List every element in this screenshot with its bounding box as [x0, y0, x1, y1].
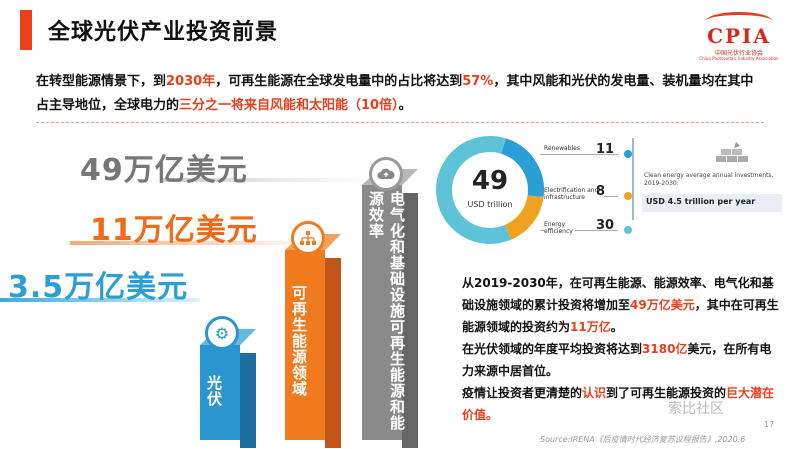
cpia-logo: CPIA 中国光伏行业协会 China Photovoltaic Industr…: [696, 12, 782, 61]
slide-title: 全球光伏产业投资前景: [48, 20, 279, 45]
body-text: 疫情让投资者更清楚的: [462, 386, 583, 400]
body-highlight: 11万亿: [570, 320, 611, 334]
intro-third: 三分之一将来自风能和太阳能（10倍）: [179, 98, 399, 113]
intro-text-4: 。: [398, 98, 412, 113]
cloud-glyph: [377, 168, 395, 179]
sun-arc-icon: [706, 12, 772, 30]
logo-mark: CPIA: [707, 24, 771, 48]
network-icon: [291, 221, 325, 255]
watermark: 索比社区: [668, 401, 724, 417]
amount-3-5: 3.5万亿美元: [8, 270, 189, 305]
brick-stack-icon: [716, 142, 748, 162]
source-note: Source:IRENA《后疫情时代经济复苏议程报告》,2020.6: [540, 435, 746, 444]
segment-dot: [624, 226, 632, 234]
segment-value: 11: [596, 142, 615, 157]
bar-pv-label: 光伏: [205, 375, 223, 407]
page-number: 17: [764, 420, 775, 429]
amount-underline-blue: [0, 298, 200, 302]
bar-renewables-side: [325, 258, 341, 448]
segment-name: Electrification and infrastructure: [544, 187, 604, 201]
donut-svg: [436, 136, 544, 244]
dashed-separator: [36, 122, 764, 123]
bar-all-sectors-front: [362, 185, 402, 440]
segment-dot: [624, 150, 632, 158]
intro-paragraph: 在转型能源情景下，到2030年，可再生能源在全球发电量中的占比将达到57%，其中…: [36, 70, 756, 118]
bar-all-sectors-label: 电气化和基础设施可再生能源和能源效率: [367, 191, 406, 431]
segment-value: 30: [596, 218, 615, 233]
body-paragraph-1: 从2019-2030年，在可再生能源、能源效率、电气化和基础设施领域的累计投资将…: [462, 272, 780, 338]
body-text: 在光伏领域的年度平均投资将达到: [462, 342, 643, 356]
bar-renewables-label: 可再生能源领域: [290, 285, 308, 397]
donut-slice-1: [504, 194, 544, 240]
donut-total: 49: [471, 166, 509, 196]
body-paragraph-3: 疫情让投资者更清楚的认识到了可再生能源投资的巨大潜在价值。: [462, 382, 780, 426]
clean-energy-text: Clean energy average annual investments,…: [644, 172, 774, 187]
amount-underline-orange: [70, 241, 300, 245]
amount-11: 11万亿美元: [90, 213, 258, 248]
investment-donut: 49 USD trillion: [430, 130, 550, 250]
segment-name: Energy efficiency: [544, 221, 575, 235]
bar-pv-side: [240, 353, 256, 448]
body-paragraph-2: 在光伏领域的年度平均投资将达到3180亿美元，在所有电力来源中居首位。: [462, 338, 780, 382]
network-glyph: [300, 231, 316, 245]
logo-subtitle: China Photovoltaic Industry Association: [699, 56, 779, 61]
body-text: ，其中在可再生能源领域的投资约为: [462, 298, 779, 334]
bar-all-sectors-side: [402, 193, 418, 448]
title-accent-bar: [20, 10, 32, 50]
clean-energy-value: USD 4.5 trillion per year: [642, 194, 782, 212]
segment-leader-line: [540, 230, 618, 231]
body-text: 。: [610, 320, 623, 334]
amount-49: 49万亿美元: [80, 153, 248, 188]
body-highlight: 49万亿美元: [630, 298, 695, 312]
segment-name: Renewables: [544, 145, 582, 152]
body-paragraphs: 从2019-2030年，在可再生能源、能源效率、电气化和基础设施领域的累计投资将…: [462, 272, 780, 426]
amount-underline-gray: [160, 178, 370, 182]
segment-leader-line: [540, 154, 618, 155]
segment-value: 8: [596, 184, 606, 199]
intro-text-1: 在转型能源情景下，到: [36, 74, 167, 89]
bar-renewables: 可再生能源领域: [285, 234, 341, 448]
body-text: 从2019-2030年，在可再生能源、能源效率、电气化和基础设施领域的累计投资将…: [462, 276, 774, 312]
segment-dot: [624, 192, 632, 200]
bar-pv: 光伏: [200, 329, 256, 448]
bar-all-sectors: 电气化和基础设施可再生能源和能源效率: [362, 169, 418, 448]
intro-text-2: ，可再生能源在全球发电量中的占比将达到: [215, 74, 463, 89]
logo-name: 中国光伏行业协会: [714, 50, 763, 57]
body-highlight: 3180亿: [642, 342, 688, 356]
bar-renewables-front: [285, 250, 325, 440]
cloud-upload-icon: [369, 157, 403, 191]
donut-slice-0: [500, 138, 544, 198]
body-highlight: 认识: [582, 386, 607, 400]
clean-energy-panel: Clean energy average annual investments,…: [632, 138, 782, 220]
intro-text-3: ，其中风能和光伏的发电量、装机量均在其中占主导地位，全球电力的: [36, 74, 754, 113]
body-text: 到了可再生能源投资的: [606, 386, 727, 400]
gears-icon: ⚙: [205, 316, 239, 350]
donut-slice-2: [436, 136, 512, 244]
bar-pv-front: [200, 345, 240, 440]
donut-unit: USD trillion: [467, 200, 513, 209]
body-highlight: 巨大潜在价值。: [462, 386, 775, 422]
body-text: 美元，在所有电力来源中居首位。: [462, 342, 772, 378]
intro-year: 2030年: [166, 74, 216, 89]
intro-pct: 57%: [462, 74, 494, 89]
